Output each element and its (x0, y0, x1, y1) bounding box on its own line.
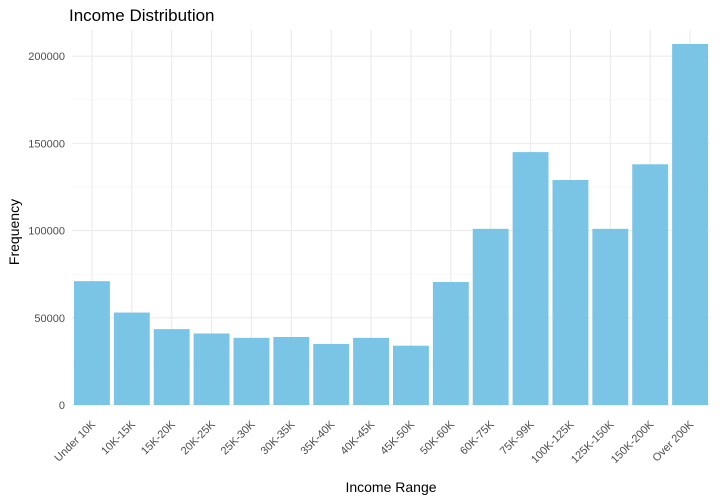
chart-title: Income Distribution (69, 6, 215, 25)
x-tick-label: 60K-75K (458, 418, 497, 457)
bar (392, 345, 429, 405)
x-tick-labels: Under 10K 10K-15K 15K-20K 20K-25K 25K-30K 30K… (52, 418, 696, 466)
y-tick-label: 150000 (28, 138, 65, 150)
x-tick-label: Over 200K (651, 418, 697, 464)
x-tick-label: 10K-15K (99, 418, 138, 457)
bar (552, 180, 589, 405)
bar (273, 336, 310, 405)
y-tick-label: 200000 (28, 51, 65, 63)
x-tick-label: 30K-35K (259, 418, 298, 457)
bar (353, 337, 390, 405)
y-tick-label: 0 (59, 400, 65, 412)
x-tick-label: 40K-45K (338, 418, 377, 457)
x-axis-label: Income Range (345, 479, 436, 495)
x-tick-label: 45K-50K (378, 418, 417, 457)
bar (113, 312, 150, 405)
bar (632, 164, 669, 405)
bar (512, 152, 549, 405)
bar (592, 228, 629, 405)
y-tick-label: 100000 (28, 226, 65, 238)
x-tick-label: 15K-20K (139, 418, 178, 457)
bar (193, 333, 230, 405)
x-tick-label: 150K-200K (609, 418, 657, 466)
bars-layer (73, 43, 709, 405)
bar (472, 228, 509, 405)
bar (313, 343, 350, 405)
bar (153, 329, 190, 405)
y-tick-labels: 0 50000 100000 150000 200000 (28, 51, 65, 412)
x-tick-label: Under 10K (52, 418, 98, 464)
x-tick-label: 20K-25K (179, 418, 218, 457)
bar (672, 43, 709, 405)
bar (233, 337, 270, 405)
y-axis-label: Frequency (6, 199, 22, 265)
y-tick-label: 50000 (34, 313, 65, 325)
bar (73, 281, 110, 405)
x-tick-label: 25K-30K (219, 418, 258, 457)
bar (432, 282, 469, 405)
x-tick-label: 75K-99K (498, 418, 537, 457)
x-tick-label: 35K-40K (299, 418, 338, 457)
x-tick-label: 50K-60K (418, 418, 457, 457)
